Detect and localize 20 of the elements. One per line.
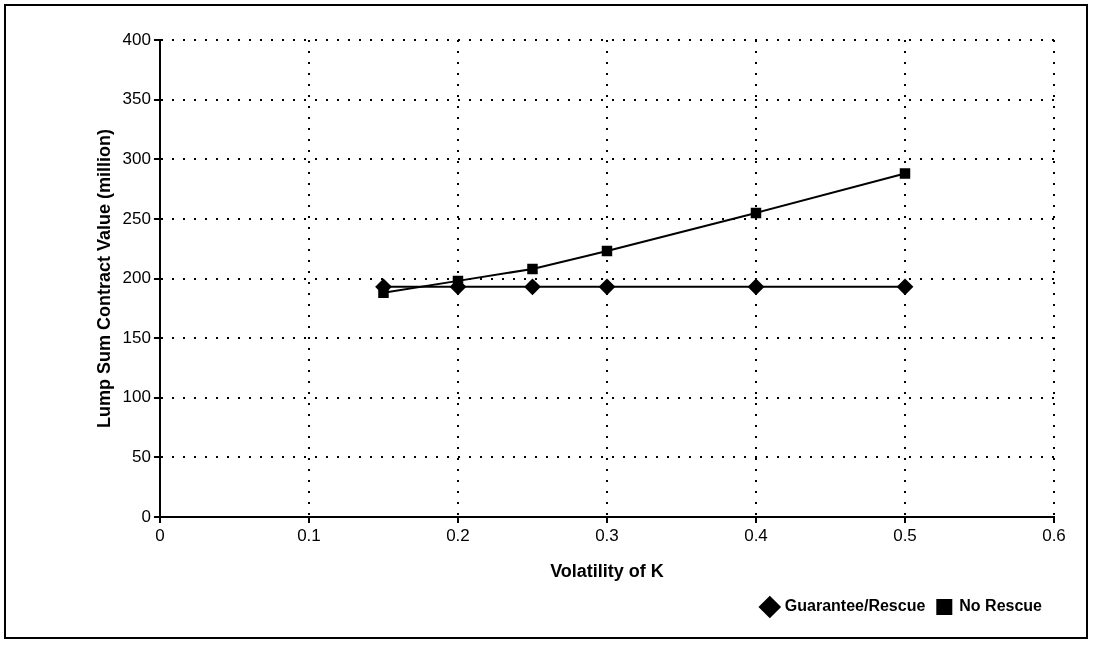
y-tick-label: 250 bbox=[122, 208, 151, 228]
y-tick-label: 200 bbox=[122, 268, 151, 288]
y-tick-label: 50 bbox=[132, 447, 151, 467]
x-tick-label: 0.3 bbox=[595, 525, 619, 545]
x-tick-label: 0.5 bbox=[893, 525, 917, 545]
y-tick-label: 300 bbox=[122, 148, 151, 168]
y-tick-label: 100 bbox=[122, 387, 151, 407]
x-tick-label: 0.4 bbox=[744, 525, 768, 545]
x-tick-label: 0 bbox=[155, 525, 165, 545]
y-tick-label: 150 bbox=[122, 327, 151, 347]
y-axis-title: Lump Sum Contract Value (million) bbox=[93, 128, 114, 429]
x-tick-label: 0.1 bbox=[297, 525, 321, 545]
y-tick-label: 0 bbox=[141, 506, 151, 526]
y-tick-label: 400 bbox=[122, 29, 151, 49]
y-tick-label: 350 bbox=[122, 89, 151, 109]
x-tick-label: 0.2 bbox=[446, 525, 470, 545]
legend-label: No Rescue bbox=[959, 597, 1043, 615]
x-tick-label: 0.6 bbox=[1042, 525, 1066, 545]
legend-label: Guarantee/Rescue bbox=[784, 597, 926, 615]
x-axis-title: Volatility of K bbox=[550, 561, 664, 582]
